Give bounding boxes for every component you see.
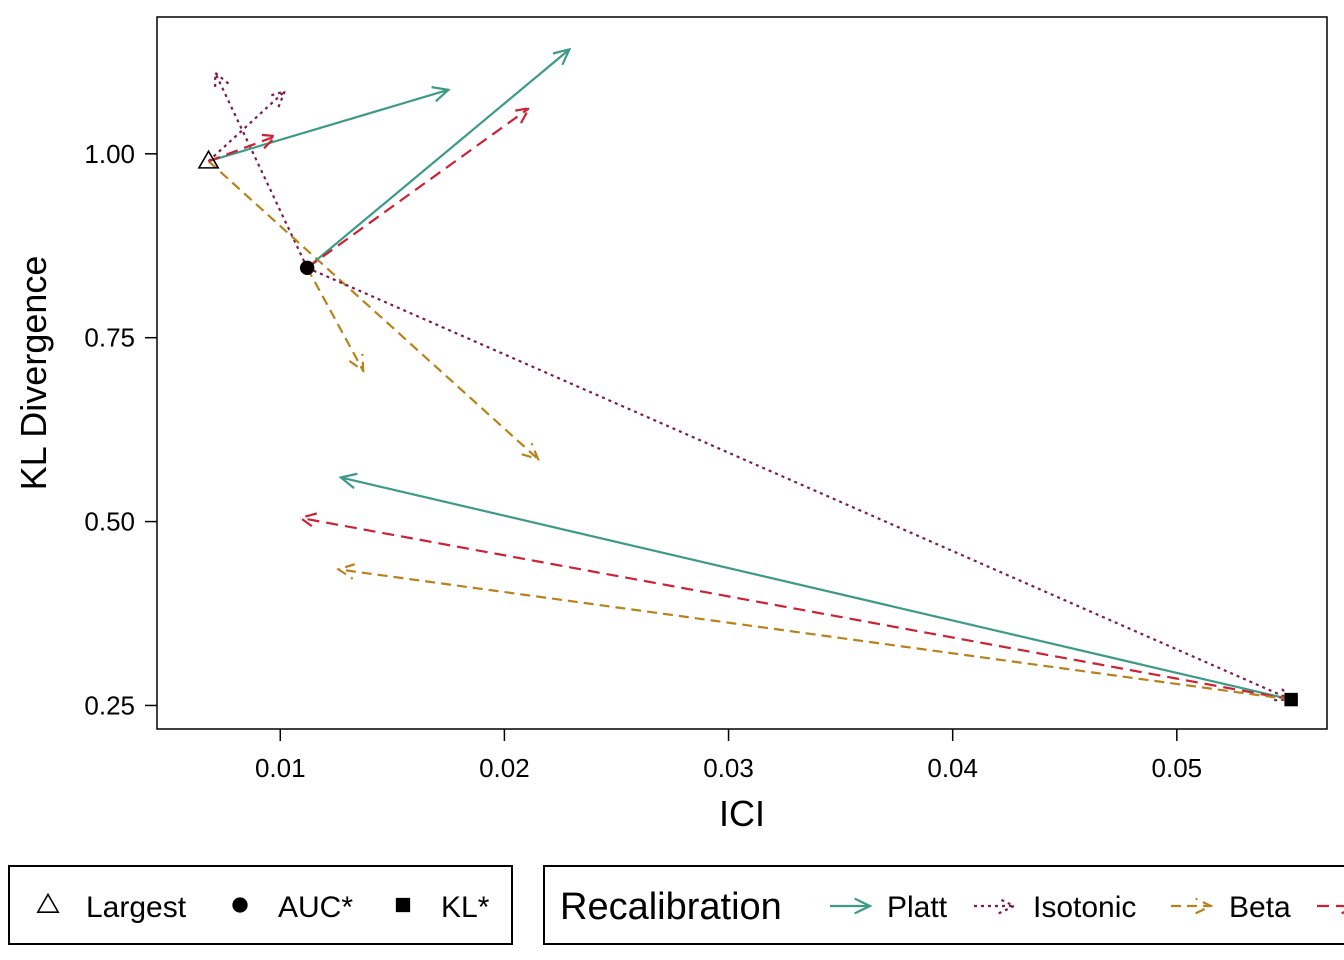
arrow-isotonic-shaft [207,90,286,162]
arrow-beta-head [348,353,365,374]
arrow-platt-shaft [306,48,571,269]
arrow-other-shaft [208,135,277,163]
arrow-platt [338,472,1292,701]
arrow-beta-shaft [306,267,365,372]
arrow-isotonic [214,70,309,269]
arrow-beta-shaft [338,568,1292,701]
points-layer [197,149,1298,707]
legend-key-platt [830,897,873,915]
y-tick-label: 0.25 [84,690,135,720]
arrow-platt-head [338,472,358,489]
arrow-other-head [297,512,318,529]
arrow-other-head [258,133,279,150]
point-largest [197,149,220,169]
legend-label: Largest [86,891,187,924]
arrow-other-shaft [300,516,1292,701]
y-tick-label: 0.50 [84,507,135,537]
arrow-other-head [512,106,532,124]
y-tick-label: 1.00 [84,139,135,169]
y-axis: 0.25 0.50 0.75 1.00 [84,139,157,720]
x-tick-label: 0.04 [927,753,978,783]
arrow-isotonic [207,89,287,162]
x-tick-label: 0.03 [703,753,754,783]
legend-label: AUC* [278,891,353,924]
arrow-other-shaft [306,107,530,269]
arrow-other [208,133,279,163]
x-tick-label: 0.01 [255,753,306,783]
x-axis-title: ICI [719,793,765,834]
legend-label: Beta [1229,891,1291,924]
x-tick-label: 0.02 [479,753,530,783]
legend-key-isotonic-head [998,897,1017,915]
legend-label: KL* [441,891,490,924]
legend-key-auc-star [232,897,248,913]
arrow-other [306,106,532,269]
legend-key-beta-head [1195,897,1214,915]
arrow-platt-head [552,47,572,66]
y-tick-label: 0.75 [84,323,135,353]
arrow-beta [336,563,1292,701]
legend-shapes: Largest AUC* KL* [8,865,513,945]
arrow-isotonic-shaft [214,72,309,269]
arrow-other [297,512,1292,701]
arrow-platt-shaft [208,88,449,163]
arrow-isotonic-shaft [306,266,1292,701]
legend-shapes-box [8,865,513,945]
legend-recalibration-title: Recalibration [560,886,782,928]
y-axis-title: KL Divergence [13,256,54,491]
arrow-isotonic-head [268,89,287,108]
legend-key-other [1317,897,1344,915]
arrow-isotonic-head [214,70,230,90]
legend-key-platt-head [854,897,873,915]
arrow-platt [208,86,451,163]
arrow-beta [207,160,540,461]
legend-key-largest [36,892,60,913]
arrow-beta [306,267,365,374]
plot-panel [156,16,1328,730]
arrow-beta-shaft [207,160,539,460]
legend-key-kl-star [395,897,411,913]
arrow-isotonic [306,266,1294,702]
legend-label: Platt [887,891,948,924]
arrow-platt-shaft [340,476,1292,701]
legend-key-beta [1171,897,1214,915]
arrow-beta-head [521,442,540,461]
arrow-platt [306,47,572,269]
point-auc-star [299,260,315,276]
arrows-layer [207,47,1294,702]
legend-recalibration: Recalibration Platt Isotonic Beta [543,865,1344,945]
x-tick-label: 0.05 [1152,753,1203,783]
arrow-platt-head [431,86,451,103]
point-kl-star [1284,692,1298,707]
legend-key-isotonic [974,897,1017,915]
x-axis: 0.01 0.02 0.03 0.04 0.05 [255,729,1202,783]
arrow-beta-head [336,563,356,580]
legend-label: Isotonic [1033,891,1136,924]
